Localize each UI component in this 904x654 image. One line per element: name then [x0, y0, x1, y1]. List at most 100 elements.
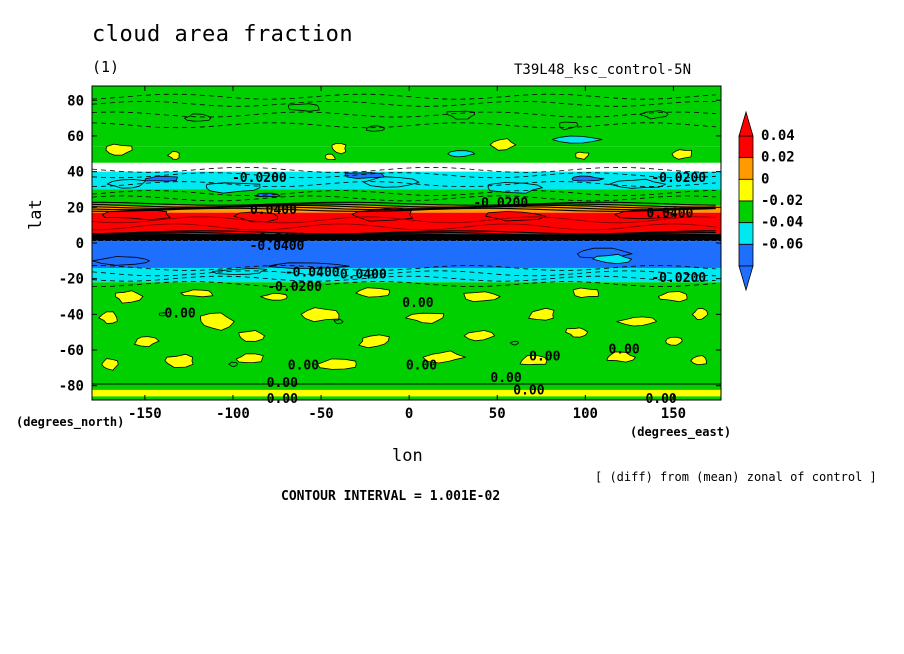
contour-label: 0.00: [490, 371, 521, 386]
equator-dot: [272, 240, 275, 246]
equator-dot: [638, 240, 641, 246]
equator-dot: [617, 240, 620, 246]
contour-label: -0.0400: [285, 266, 340, 281]
south-yellow-2: [260, 292, 288, 301]
south-yellow-26: [606, 351, 636, 363]
y-tick-label: 20: [67, 200, 84, 216]
y-tick-label: 0: [76, 236, 84, 252]
solid-contour-7: [92, 233, 716, 238]
equator-dot: [554, 240, 557, 246]
equator-dot: [350, 240, 352, 246]
x-tick-label: 50: [489, 406, 506, 422]
cyan-blue-2: [571, 175, 605, 182]
equator-dot: [519, 240, 522, 246]
south-yellow-25: [519, 355, 548, 365]
equator-dot: [371, 240, 374, 246]
equator-dot: [202, 240, 204, 246]
south-yellow-6: [657, 291, 688, 303]
equator-dot: [314, 240, 317, 246]
contour-label: -0.0200: [651, 171, 706, 186]
colorbar-swatch: [738, 178, 754, 202]
south-yellow-9: [300, 307, 340, 323]
colorbar-swatch: [738, 135, 754, 159]
equator-dot: [441, 240, 444, 246]
south-yellow-16: [358, 334, 390, 349]
colorbar: 0.04 0.02 0 -0.02 -0.04 -0.06: [738, 110, 803, 292]
x-tick-label: 150: [661, 406, 686, 422]
south-yellow-10: [405, 312, 445, 324]
y-axis-unit: (degrees_north): [16, 415, 125, 429]
contour-interval: CONTOUR INTERVAL = 1.001E-02: [281, 489, 501, 504]
north-yellow-5: [575, 151, 590, 160]
contour-label: -0.0200: [267, 280, 322, 295]
cyan-edge-3: [487, 182, 543, 194]
equator-dot: [216, 240, 219, 246]
north-contour-3: [559, 121, 579, 131]
contour-label: -0.0200: [473, 196, 528, 211]
equator-dot: [152, 240, 155, 246]
y-tick-label: -40: [59, 307, 84, 323]
equator-dot: [321, 240, 324, 246]
south-yellow-14: [134, 336, 160, 347]
equator-dot: [603, 240, 606, 246]
contour-label: 0.0400: [259, 232, 306, 247]
contour-label: -0.0400: [250, 239, 305, 254]
solid-contour-1: [92, 203, 716, 208]
equator-dot: [194, 240, 197, 246]
equator-dot: [159, 240, 162, 246]
cyan-blue-3: [254, 192, 281, 198]
contour-label: 0.00: [267, 376, 298, 391]
colorbar-swatch: [738, 243, 754, 267]
north-yellow-1: [167, 150, 180, 160]
equator-dot: [279, 240, 282, 246]
y-tick-label: -20: [59, 272, 84, 288]
equator-dot: [512, 240, 515, 246]
contour-label: 0.00: [645, 392, 676, 407]
north-yellow-6: [671, 149, 692, 160]
band-9: [92, 282, 721, 400]
equator-dot: [646, 240, 648, 246]
south-yellow-8: [200, 312, 235, 331]
equator-dot: [688, 240, 691, 246]
south-yellow-15: [238, 330, 265, 342]
y-tick-label: 60: [67, 129, 84, 145]
x-tick-label: -150: [128, 406, 162, 422]
equator-dot: [498, 240, 500, 246]
equator-dot: [610, 240, 613, 246]
south-green-0: [158, 312, 167, 317]
contour-label: 0.00: [402, 296, 433, 311]
south-yellow-18: [565, 327, 589, 338]
south-yellow-11: [528, 307, 555, 321]
x-tick-label: -50: [308, 406, 333, 422]
south-yellow-20: [101, 358, 119, 371]
south-yellow-0: [114, 290, 144, 304]
colorbar-label: -0.06: [761, 236, 803, 252]
south-yellow-13: [691, 308, 709, 321]
blue-belt-1: [268, 262, 350, 269]
diff-note: [ (diff) from (mean) zonal of control ]: [595, 470, 877, 484]
equator-dot: [265, 240, 268, 246]
south-green-3: [228, 361, 238, 367]
equator-dot: [237, 240, 240, 246]
equator-dot: [307, 240, 310, 246]
equator-dot: [378, 240, 381, 246]
contour-label: 0.00: [529, 349, 560, 364]
south-yellow-3: [355, 287, 390, 298]
y-tick-label: -80: [59, 379, 84, 395]
colorbar-swatch: [738, 200, 754, 224]
equator-dot: [251, 240, 254, 246]
north-yellow-4: [489, 138, 517, 151]
equator-dot: [540, 240, 543, 246]
equator-dot: [631, 240, 634, 246]
equator-dot: [399, 240, 402, 246]
equator-dot: [667, 240, 670, 246]
equator-dot: [103, 240, 106, 246]
equator-dot: [145, 240, 148, 246]
equator-dot: [483, 240, 486, 246]
red-inner-contour-1: [92, 223, 716, 231]
solid-contour-8: [92, 234, 716, 239]
x-axis-unit: (degrees_east): [630, 425, 732, 439]
equator-dot: [413, 240, 416, 246]
south-green-1: [333, 319, 344, 325]
